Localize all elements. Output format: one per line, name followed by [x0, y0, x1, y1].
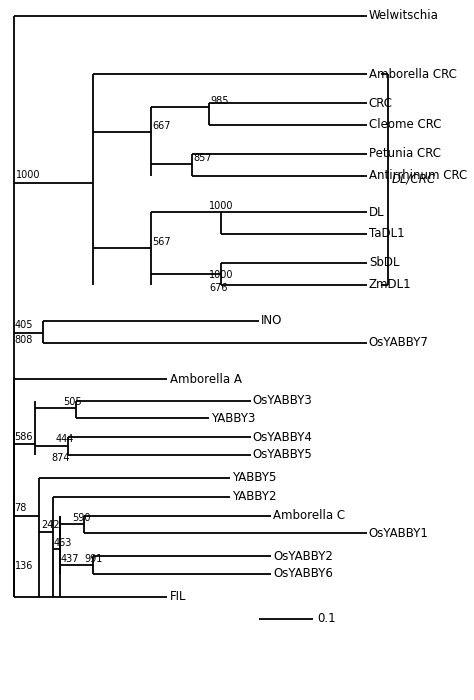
Text: OsYABBY5: OsYABBY5	[253, 448, 312, 461]
Text: 444: 444	[55, 435, 74, 444]
Text: 586: 586	[15, 431, 33, 442]
Text: 0.1: 0.1	[317, 612, 336, 625]
Text: 590: 590	[72, 513, 91, 523]
Text: SbDL: SbDL	[369, 256, 400, 270]
Text: TaDL1: TaDL1	[369, 228, 404, 240]
Text: FIL: FIL	[170, 590, 186, 603]
Text: OsYABBY6: OsYABBY6	[273, 567, 333, 580]
Text: 505: 505	[64, 397, 82, 407]
Text: Antirrhinum CRC: Antirrhinum CRC	[369, 169, 467, 182]
Text: 667: 667	[152, 120, 171, 131]
Text: DL: DL	[369, 206, 384, 218]
Text: Amborella A: Amborella A	[170, 372, 241, 386]
Text: OsYABBY3: OsYABBY3	[253, 394, 312, 407]
Text: OsYABBY7: OsYABBY7	[369, 336, 428, 349]
Text: Petunia CRC: Petunia CRC	[369, 148, 441, 160]
Text: YABBY5: YABBY5	[232, 471, 276, 484]
Text: CRC: CRC	[369, 97, 393, 110]
Text: 1000: 1000	[16, 170, 40, 180]
Text: 463: 463	[53, 538, 72, 547]
Text: 874: 874	[51, 453, 70, 463]
Text: OsYABBY2: OsYABBY2	[273, 550, 333, 563]
Text: INO: INO	[261, 314, 283, 328]
Text: Amborella C: Amborella C	[273, 509, 346, 522]
Text: 1000: 1000	[209, 201, 234, 211]
Text: 136: 136	[15, 561, 33, 570]
Text: 437: 437	[61, 554, 79, 564]
Text: 985: 985	[210, 96, 229, 106]
Text: Cleome CRC: Cleome CRC	[369, 118, 441, 132]
Text: Amborella CRC: Amborella CRC	[369, 67, 457, 80]
Text: 808: 808	[15, 335, 33, 346]
Text: OsYABBY4: OsYABBY4	[253, 430, 312, 444]
Text: 857: 857	[194, 153, 212, 162]
Text: 405: 405	[15, 320, 33, 330]
Text: 78: 78	[15, 503, 27, 512]
Text: 242: 242	[41, 520, 59, 530]
Text: 991: 991	[84, 554, 103, 564]
Text: OsYABBY1: OsYABBY1	[369, 526, 428, 540]
Text: 567: 567	[152, 237, 171, 247]
Text: YABBY3: YABBY3	[211, 412, 255, 425]
Text: 676: 676	[209, 284, 228, 293]
Text: 1000: 1000	[209, 270, 234, 280]
Text: ZmDL1: ZmDL1	[369, 278, 411, 291]
Text: Welwitschia: Welwitschia	[369, 9, 439, 22]
Text: YABBY2: YABBY2	[232, 490, 276, 503]
Text: DL/CRC: DL/CRC	[392, 173, 436, 186]
